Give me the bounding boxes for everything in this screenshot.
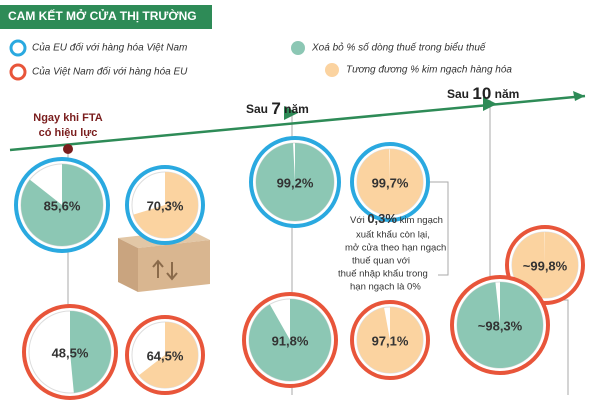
note-lines: xuất khẩu còn lại, mở cửa theo hạn ngạch t… bbox=[338, 230, 446, 293]
pie-label: 64,5% bbox=[147, 348, 184, 363]
note-text: mở cửa theo hạn ngạch bbox=[345, 243, 446, 254]
note-highlight: 0,3% bbox=[367, 211, 397, 226]
pie-label: 97,1% bbox=[372, 333, 409, 348]
milestone-label: Ngay khi FTA bbox=[33, 112, 103, 124]
milestone-label: năm bbox=[284, 102, 309, 116]
note-text: kim ngạch bbox=[400, 215, 443, 226]
legend-label: Của EU đối với hàng hóa Việt Nam bbox=[32, 42, 187, 54]
pie-wedge bbox=[70, 311, 112, 393]
pie-label: 85,6% bbox=[44, 198, 81, 213]
pie-wedge bbox=[456, 282, 543, 369]
pie-label: 99,2% bbox=[277, 175, 314, 190]
note-text: thuế quan với bbox=[352, 256, 410, 267]
pie-label: 48,5% bbox=[52, 345, 89, 360]
note: Với 0,3% kim ngạch bbox=[350, 211, 443, 226]
timeline-arrow bbox=[284, 106, 298, 120]
legend-icon bbox=[325, 63, 339, 77]
note-text: thuế nhập khẩu trong bbox=[338, 269, 428, 280]
milestone-label: Sau 7 năm bbox=[246, 99, 309, 118]
legend-label: Tương đương % kim ngạch hàng hóa bbox=[346, 65, 512, 76]
pie-wedge bbox=[512, 232, 579, 298]
pie-wedge bbox=[356, 307, 423, 374]
title: CAM KẾT MỞ CỬA THỊ TRƯỜNG bbox=[8, 8, 197, 23]
pie-label: ~98,3% bbox=[478, 318, 523, 333]
legend-icon bbox=[291, 41, 305, 55]
timeline-arrow bbox=[573, 91, 585, 101]
milestone-number: 7 bbox=[271, 99, 280, 118]
legend-icon bbox=[9, 39, 27, 57]
milestone-label: Sau bbox=[246, 102, 268, 116]
milestone-label: Sau 10 năm bbox=[447, 84, 519, 103]
milestone-label: có hiệu lực bbox=[39, 127, 98, 139]
milestone-number: 10 bbox=[472, 84, 491, 103]
legend-label: Xoá bỏ % số dòng thuế trong biểu thuế bbox=[311, 42, 487, 54]
pie-label: ~99,8% bbox=[523, 258, 568, 273]
pie-label: 70,3% bbox=[147, 198, 184, 213]
pie-label: 99,7% bbox=[372, 175, 409, 190]
pie-label: 91,8% bbox=[272, 333, 309, 348]
pie-wedge bbox=[249, 299, 331, 381]
note-text: Với bbox=[350, 215, 365, 226]
milestone-label: Sau bbox=[447, 87, 469, 101]
note-text: xuất khẩu còn lại, bbox=[356, 230, 430, 241]
pie-wedge bbox=[20, 164, 104, 246]
pies: 85,6% 70,3% 48,5% 64,5% 99,2% 99,7% 91,8% 97,1%… bbox=[14, 136, 585, 400]
pie-wedge bbox=[255, 143, 334, 222]
pie-wedge bbox=[133, 172, 198, 238]
milestone-label: năm bbox=[495, 87, 520, 101]
legend-icon bbox=[9, 63, 27, 81]
pie-wedge bbox=[138, 322, 199, 389]
timeline-arrow bbox=[483, 97, 497, 111]
legend-label: Của Việt Nam đối với hàng hóa EU bbox=[32, 66, 188, 78]
note-text: hạn ngạch là 0% bbox=[350, 282, 421, 293]
timeline-dot bbox=[63, 144, 73, 154]
title-bar bbox=[0, 5, 212, 29]
pie-wedge bbox=[357, 149, 424, 215]
